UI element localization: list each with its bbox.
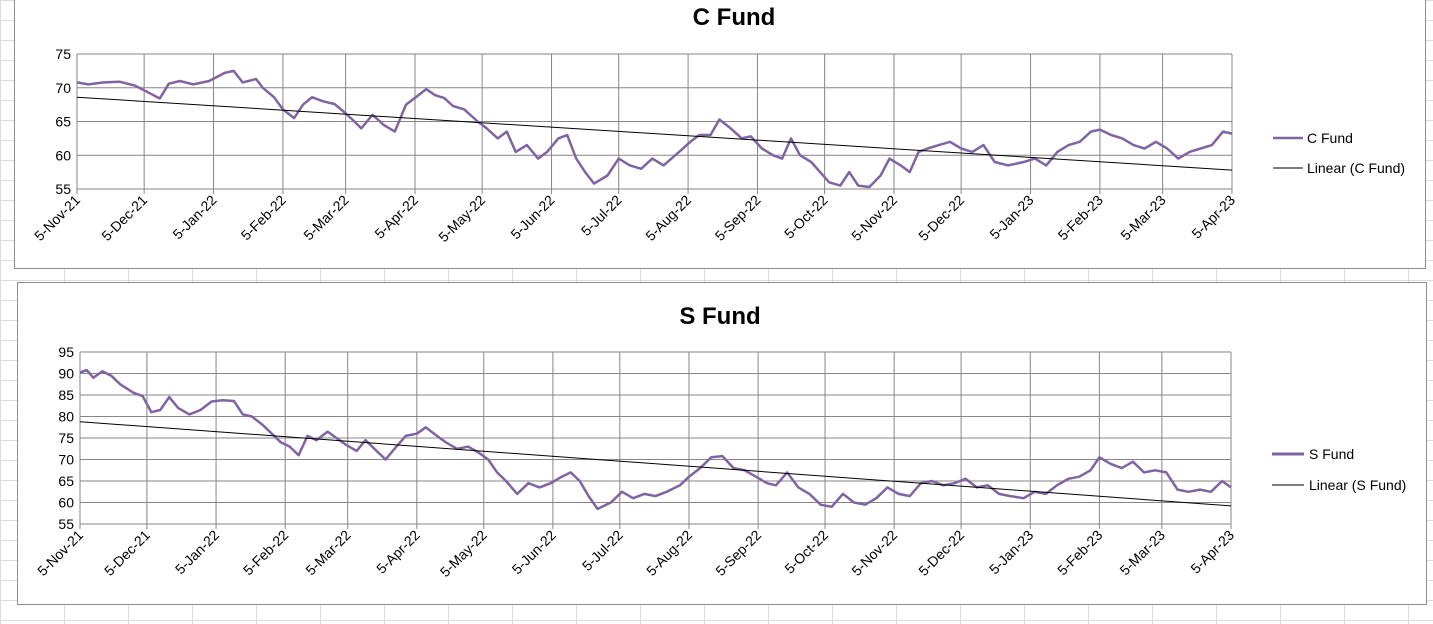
trendline-series: [76, 96, 1233, 171]
chart-title: C Fund: [693, 4, 776, 31]
x-tick-label: 5-Sep-22: [712, 527, 764, 579]
x-tick-label: 5-Dec-21: [101, 527, 153, 579]
x-tick-label: 5-Nov-21: [34, 527, 86, 579]
y-tick-label: 80: [58, 409, 74, 425]
y-tick-label: 55: [58, 516, 74, 532]
x-tick-label: 5-Feb-23: [1055, 192, 1107, 244]
y-tick-label: 70: [55, 80, 71, 96]
x-tick-label: 5-Nov-22: [848, 192, 900, 244]
plot-area: 55 60 65 70 75 80 85 90 95 5-Nov-21 5-Dec-21 5-Jan-…: [34, 344, 1237, 580]
x-tick-label: 5-Feb-22: [238, 192, 290, 244]
x-tick-label: 5-Sep-22: [712, 192, 764, 244]
y-tick-label: 90: [58, 366, 74, 382]
c-fund-chart-svg: C Fund 55 60 65 70 75 5-Nov-21 5-Dec-21 5-Jan-2…: [31, 4, 1405, 245]
s-fund-chart: S Fund 55 60 65 70 75 80 85 90 95 5-Nov-21 5-Dec-2…: [17, 282, 1427, 605]
x-tick-label: 5-Oct-22: [781, 192, 831, 242]
legend-label-c-fund: C Fund: [1307, 130, 1353, 146]
chart-title: S Fund: [679, 303, 760, 330]
x-tick-label: 5-Mar-23: [1116, 527, 1168, 579]
x-tick-label: 5-Nov-21: [31, 192, 83, 244]
y-tick-label: 65: [58, 473, 74, 489]
x-tick-label: 5-Aug-22: [642, 192, 694, 244]
x-tick-label: 5-Apr-23: [1187, 527, 1237, 577]
x-tick-label: 5-Jan-23: [986, 192, 1037, 243]
y-tick-label: 75: [58, 430, 74, 446]
x-tick-label: 5-Apr-22: [371, 192, 421, 242]
y-tick-label: 75: [55, 46, 71, 62]
x-tick-label: 5-Jun-22: [507, 192, 558, 243]
legend-label-linear-c-fund: Linear (C Fund): [1307, 160, 1405, 176]
x-tick-label: 5-May-22: [437, 527, 490, 580]
x-tick-label: 5-Jan-23: [986, 527, 1037, 578]
x-tick-label: 5-May-22: [435, 192, 488, 245]
legend: S Fund Linear (S Fund): [1272, 446, 1406, 493]
y-tick-label: 65: [55, 114, 71, 130]
y-tick-label: 60: [58, 495, 74, 511]
legend: C Fund Linear (C Fund): [1273, 130, 1405, 176]
x-tick-label: 5-Dec-21: [98, 192, 150, 244]
x-tick-label: 5-Jan-22: [169, 192, 220, 243]
x-tick-label: 5-Aug-22: [643, 527, 695, 579]
x-tick-label: 5-Jan-22: [172, 527, 223, 578]
x-tick-label: 5-Dec-22: [915, 192, 967, 244]
x-tick-label: 5-Dec-22: [915, 527, 967, 579]
x-tick-label: 5-Jul-22: [579, 527, 626, 574]
x-tick-label: 5-Mar-22: [302, 527, 354, 579]
y-tick-label: 85: [58, 387, 74, 403]
plot-area: 55 60 65 70 75 5-Nov-21 5-Dec-21 5-Jan-22 5-Feb-…: [31, 46, 1238, 245]
x-tick-label: 5-Mar-22: [300, 192, 352, 244]
trendline-series: [79, 421, 1232, 507]
legend-label-s-fund: S Fund: [1309, 446, 1354, 462]
c-fund-chart: C Fund 55 60 65 70 75 5-Nov-21 5-Dec-21 5-Jan-2…: [14, 0, 1426, 269]
fund-series-line: [79, 368, 1232, 511]
y-tick-label: 95: [58, 344, 74, 360]
x-tick-label: 5-Apr-23: [1188, 192, 1238, 242]
y-tick-label: 60: [55, 147, 71, 163]
x-tick-label: 5-Jul-22: [578, 192, 625, 239]
x-tick-label: 5-Mar-23: [1117, 192, 1169, 244]
x-tick-label: 5-Apr-22: [373, 527, 423, 577]
x-tick-label: 5-Feb-23: [1054, 527, 1106, 579]
x-tick-label: 5-Jun-22: [509, 527, 560, 578]
y-tick-label: 55: [55, 181, 71, 197]
x-tick-label: 5-Nov-22: [848, 527, 900, 579]
x-tick-label: 5-Feb-22: [240, 527, 292, 579]
legend-label-linear-s-fund: Linear (S Fund): [1309, 477, 1406, 493]
s-fund-chart-svg: S Fund 55 60 65 70 75 80 85 90 95 5-Nov-21 5-Dec-2…: [34, 303, 1406, 580]
y-tick-label: 70: [58, 452, 74, 468]
fund-series-line: [76, 69, 1233, 189]
x-tick-label: 5-Oct-22: [781, 527, 831, 577]
